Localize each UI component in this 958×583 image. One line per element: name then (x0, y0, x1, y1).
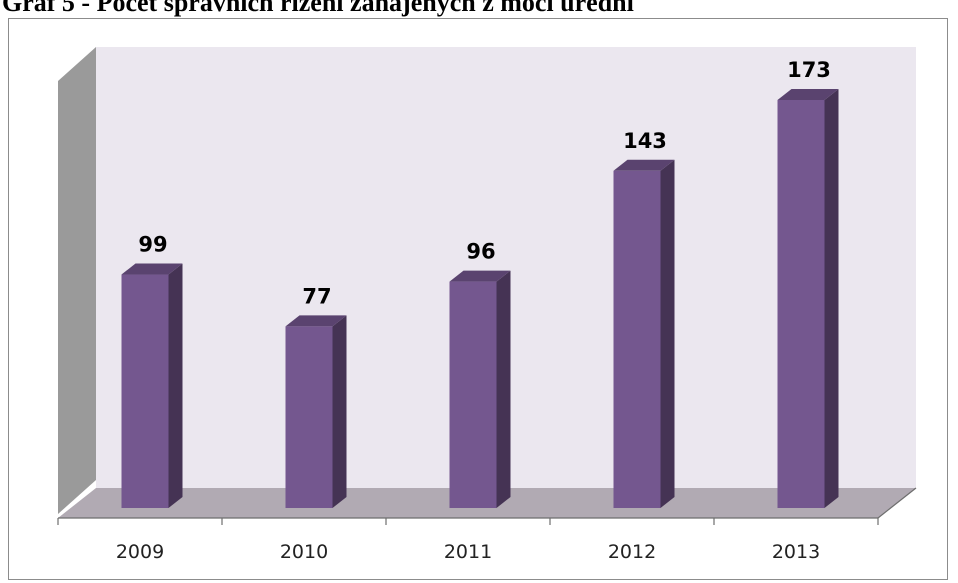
x-tick-label: 2013 (772, 541, 820, 563)
chart-side-wall (58, 47, 96, 514)
page-title: Graf 5 - Počet správních řízení zahájený… (2, 0, 634, 17)
bar-top (121, 263, 183, 275)
x-axis-ticks (57, 518, 879, 525)
x-tick-label: 2010 (280, 541, 328, 563)
x-axis-labels: 2009 2010 2011 2012 2013 (116, 541, 820, 563)
bar-side (332, 315, 347, 508)
bar-top (285, 315, 347, 327)
value-label: 173 (787, 58, 831, 82)
value-labels: 99 77 96 143 173 (138, 58, 831, 308)
bar (121, 263, 183, 508)
bar (285, 315, 347, 508)
bar-front (449, 281, 497, 508)
value-label: 77 (302, 284, 331, 308)
x-tick-label: 2012 (608, 541, 656, 563)
bar-side (824, 89, 839, 508)
bar-side (496, 270, 511, 508)
x-tick-label: 2011 (444, 541, 492, 563)
x-tick-label: 2009 (116, 541, 164, 563)
bar-front (285, 326, 333, 508)
bar-top (613, 159, 675, 171)
bar-side (168, 263, 183, 508)
value-label: 143 (623, 129, 667, 153)
x-axis-depth-line (877, 487, 917, 519)
bar (777, 89, 839, 508)
bar-front (613, 170, 661, 508)
bar (613, 159, 675, 508)
bar-front (777, 100, 825, 508)
value-label: 99 (138, 233, 167, 257)
bars (121, 89, 839, 508)
bar-top (449, 270, 511, 282)
bar-front (121, 274, 169, 508)
bar-top (777, 89, 839, 100)
bar-side (660, 159, 675, 508)
bar (449, 270, 511, 508)
value-label: 96 (466, 240, 495, 264)
